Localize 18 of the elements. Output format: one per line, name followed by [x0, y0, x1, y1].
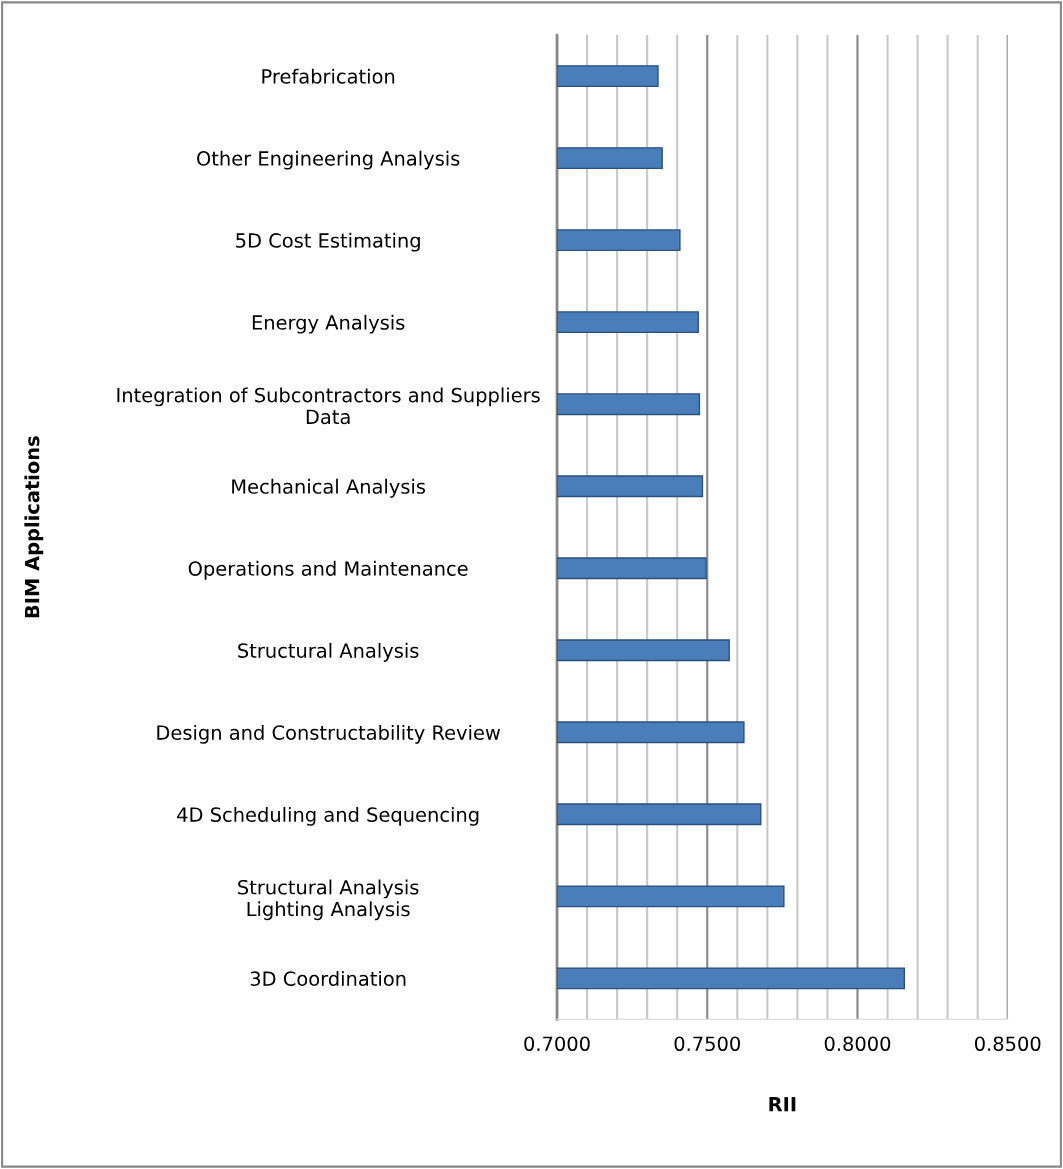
y-tick-label: Other Engineering Analysis [197, 150, 460, 170]
y-tick-label: Mechanical Analysis [232, 478, 426, 498]
y-tick-label: Integration of Subcontractors and Suppliers Data [117, 387, 540, 425]
y-tick-label: Operations and Maintenance [188, 560, 468, 580]
y-tick-label: Prefabrication [262, 68, 395, 84]
x-tick-label: 0.7000 [524, 1036, 590, 1052]
x-tick-label: 0.8500 [974, 1036, 1041, 1052]
x-axis-title: RII [769, 1097, 796, 1112]
y-tick-label: 4D Scheduling and Sequencing [177, 806, 479, 826]
y-tick-label: Design and Constructability Review [157, 724, 501, 744]
y-tick-label: 3D Coordination [250, 970, 406, 987]
x-tick-label: 0.8000 [824, 1036, 891, 1052]
y-axis-title: BIM Applications [24, 436, 44, 618]
y-tick-label: Energy Analysis [252, 314, 405, 334]
y-tick-label: 5D Cost Estimating [236, 232, 420, 252]
x-tick-label: 0.7500 [674, 1036, 740, 1052]
y-tick-label: Structural Analysis [238, 642, 419, 662]
y-tick-label: Structural Analysis Lighting Analysis [238, 879, 419, 921]
